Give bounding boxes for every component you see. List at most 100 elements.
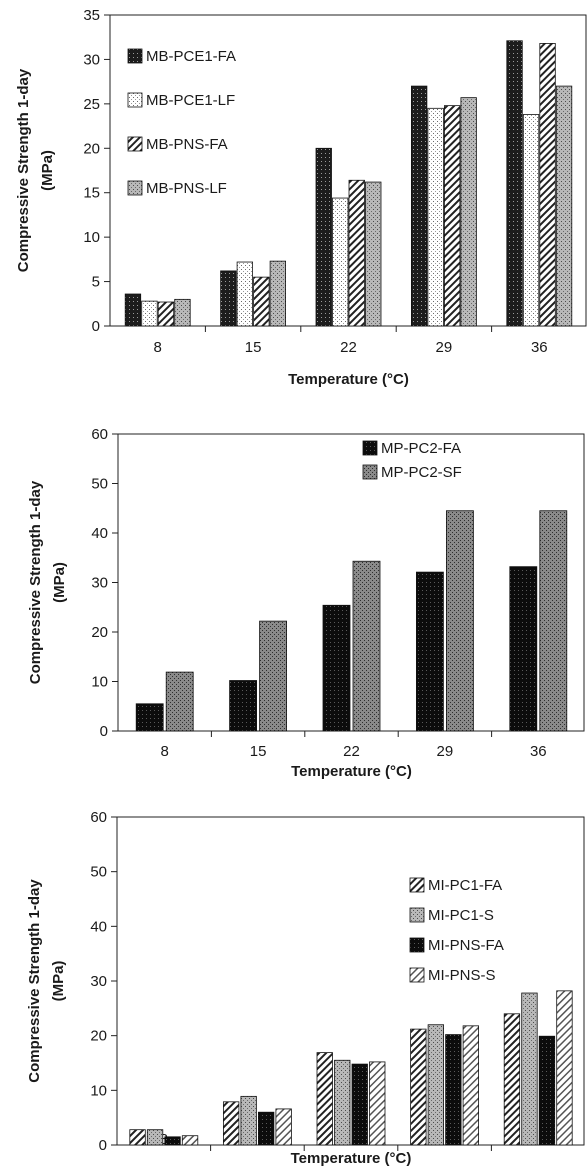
bar-MB-PCE1-LF-36 [522, 114, 540, 327]
x-tick-label: 22 [343, 743, 360, 760]
chart-1: 0 5 10 15 20 25 30 35 8 15 22 29 36 MB-PCE1-FA MB-PCE1… [0, 0, 587, 390]
legend-label: MB-PCE1-FA [146, 48, 236, 65]
y-tick-label: 10 [83, 229, 100, 246]
bar-MB-PNS-FA-29 [443, 105, 461, 327]
y-tick-label: 20 [90, 1028, 107, 1045]
y-tick-label: 40 [91, 525, 108, 542]
y-axis-title-line1: Compressive Strength 1-day [27, 480, 44, 684]
bar-MB-PNS-LF-36 [555, 85, 573, 327]
bar-MP-PC2-FA-22 [322, 604, 351, 732]
bar-MB-PCE1-FA-15 [220, 270, 237, 327]
bar-MB-PNS-FA-36 [539, 43, 556, 327]
bar-MI-PC1-FA-36 [503, 1013, 521, 1146]
legend-label: MB-PCE1-LF [146, 92, 235, 109]
y-tick-label: 0 [99, 1137, 107, 1154]
y-tick-label: 30 [91, 575, 108, 592]
bar-MB-PCE1-LF-15 [236, 261, 254, 327]
legend-swatch [409, 967, 425, 983]
x-tick-label: 15 [245, 339, 262, 356]
bar-MB-PNS-LF-15 [269, 260, 287, 327]
bar-MI-PNS-FA-22 [351, 1063, 368, 1146]
y-tick-label: 60 [91, 426, 108, 443]
bar-MI-PC1-FA-15 [222, 1101, 240, 1146]
bar-MB-PNS-FA-22 [348, 179, 365, 327]
y-axis-title-line2: (MPa) [51, 562, 68, 603]
bar-MI-PC1-S-29 [427, 1024, 445, 1146]
legend-label: MI-PNS-S [428, 967, 496, 984]
bar-MI-PC1-S-22 [334, 1059, 351, 1146]
bar-MB-PCE1-FA-36 [506, 40, 523, 327]
legend-swatch [127, 92, 143, 108]
legend-label: MP-PC2-SF [381, 464, 462, 481]
bar-MP-PC2-SF-22 [352, 560, 381, 732]
x-tick-label: 15 [250, 743, 267, 760]
bar-MP-PC2-FA-8 [135, 703, 164, 732]
legend-swatch [127, 48, 143, 64]
bar-MI-PNS-FA-29 [445, 1034, 462, 1146]
bar-MI-PNS-S-22 [369, 1061, 386, 1146]
y-tick-label: 10 [91, 674, 108, 691]
y-tick-label: 30 [90, 973, 107, 990]
chart-1-svg: 0 5 10 15 20 25 30 35 8 15 22 29 36 MB-PCE1-FA MB-PCE1… [15, 7, 587, 388]
y-tick-label: 60 [90, 809, 107, 826]
x-axis-title: Temperature (°C) [291, 1150, 412, 1167]
bar-MI-PNS-FA-8 [164, 1136, 181, 1146]
y-tick-label: 15 [83, 185, 100, 202]
y-tick-label: 25 [83, 96, 100, 113]
bar-MI-PNS-S-29 [462, 1025, 480, 1146]
legend-label: MP-PC2-FA [381, 440, 461, 457]
bar-MI-PC1-S-15 [240, 1095, 257, 1146]
x-tick-label: 29 [436, 339, 453, 356]
bar-MI-PNS-S-15 [275, 1108, 292, 1146]
bar-MP-PC2-SF-8 [165, 671, 194, 732]
bar-MB-PNS-FA-8 [157, 301, 175, 327]
legend-swatch [362, 440, 378, 456]
legend-swatch [409, 907, 425, 923]
x-axis-title: Temperature (°C) [291, 763, 412, 780]
legend-swatch [409, 937, 425, 953]
legend-swatch [409, 877, 425, 893]
y-tick-label: 20 [83, 140, 100, 157]
legend-label: MB-PNS-FA [146, 136, 228, 153]
bar-MB-PCE1-FA-8 [124, 293, 142, 327]
y-tick-label: 0 [92, 318, 100, 335]
bar-MB-PNS-FA-15 [253, 276, 270, 327]
bar-MB-PCE1-LF-29 [427, 107, 444, 327]
bar-MI-PC1-FA-8 [129, 1129, 146, 1146]
y-axis-title-line1: Compressive Strength 1-day [26, 879, 43, 1083]
legend-swatch [127, 180, 143, 196]
y-tick-label: 5 [92, 274, 100, 291]
bar-MP-PC2-FA-36 [509, 566, 538, 732]
bar-MP-PC2-SF-29 [445, 510, 474, 732]
bar-MB-PCE1-LF-8 [141, 300, 158, 327]
legend-label: MI-PC1-S [428, 907, 494, 924]
bar-MB-PCE1-FA-22 [315, 147, 332, 327]
bar-MI-PNS-S-8 [181, 1135, 199, 1146]
chart-2-svg: 0 10 20 30 40 50 60 8 15 22 29 36 MP-PC2-FA MP-PC2-SF… [27, 426, 585, 780]
x-tick-label: 36 [531, 339, 548, 356]
y-tick-label: 50 [90, 864, 107, 881]
legend-label: MI-PNS-FA [428, 937, 504, 954]
y-tick-label: 35 [83, 7, 100, 24]
bar-MB-PCE1-LF-22 [332, 197, 349, 327]
bar-MI-PNS-S-36 [556, 990, 573, 1146]
y-tick-label: 40 [90, 918, 107, 935]
bar-MI-PC1-S-36 [521, 992, 538, 1146]
y-axis-title-line2: (MPa) [39, 150, 56, 191]
bar-MP-PC2-SF-15 [259, 620, 288, 732]
x-tick-label: 22 [340, 339, 357, 356]
bar-MP-PC2-FA-29 [415, 571, 444, 732]
legend-label: MB-PNS-LF [146, 180, 227, 197]
bar-MI-PC1-FA-29 [410, 1028, 427, 1146]
bar-MI-PC1-S-8 [146, 1129, 164, 1146]
legend-swatch [362, 464, 378, 480]
bar-MP-PC2-FA-15 [229, 680, 258, 732]
y-tick-label: 10 [90, 1082, 107, 1099]
bar-MB-PNS-LF-22 [365, 181, 382, 327]
y-tick-label: 30 [83, 51, 100, 68]
y-axis-title-line2: (MPa) [50, 961, 67, 1002]
bar-MI-PC1-FA-22 [316, 1052, 333, 1146]
bar-MB-PNS-LF-8 [174, 298, 191, 327]
bar-MP-PC2-SF-36 [539, 510, 568, 732]
legend-label: MI-PC1-FA [428, 877, 502, 894]
